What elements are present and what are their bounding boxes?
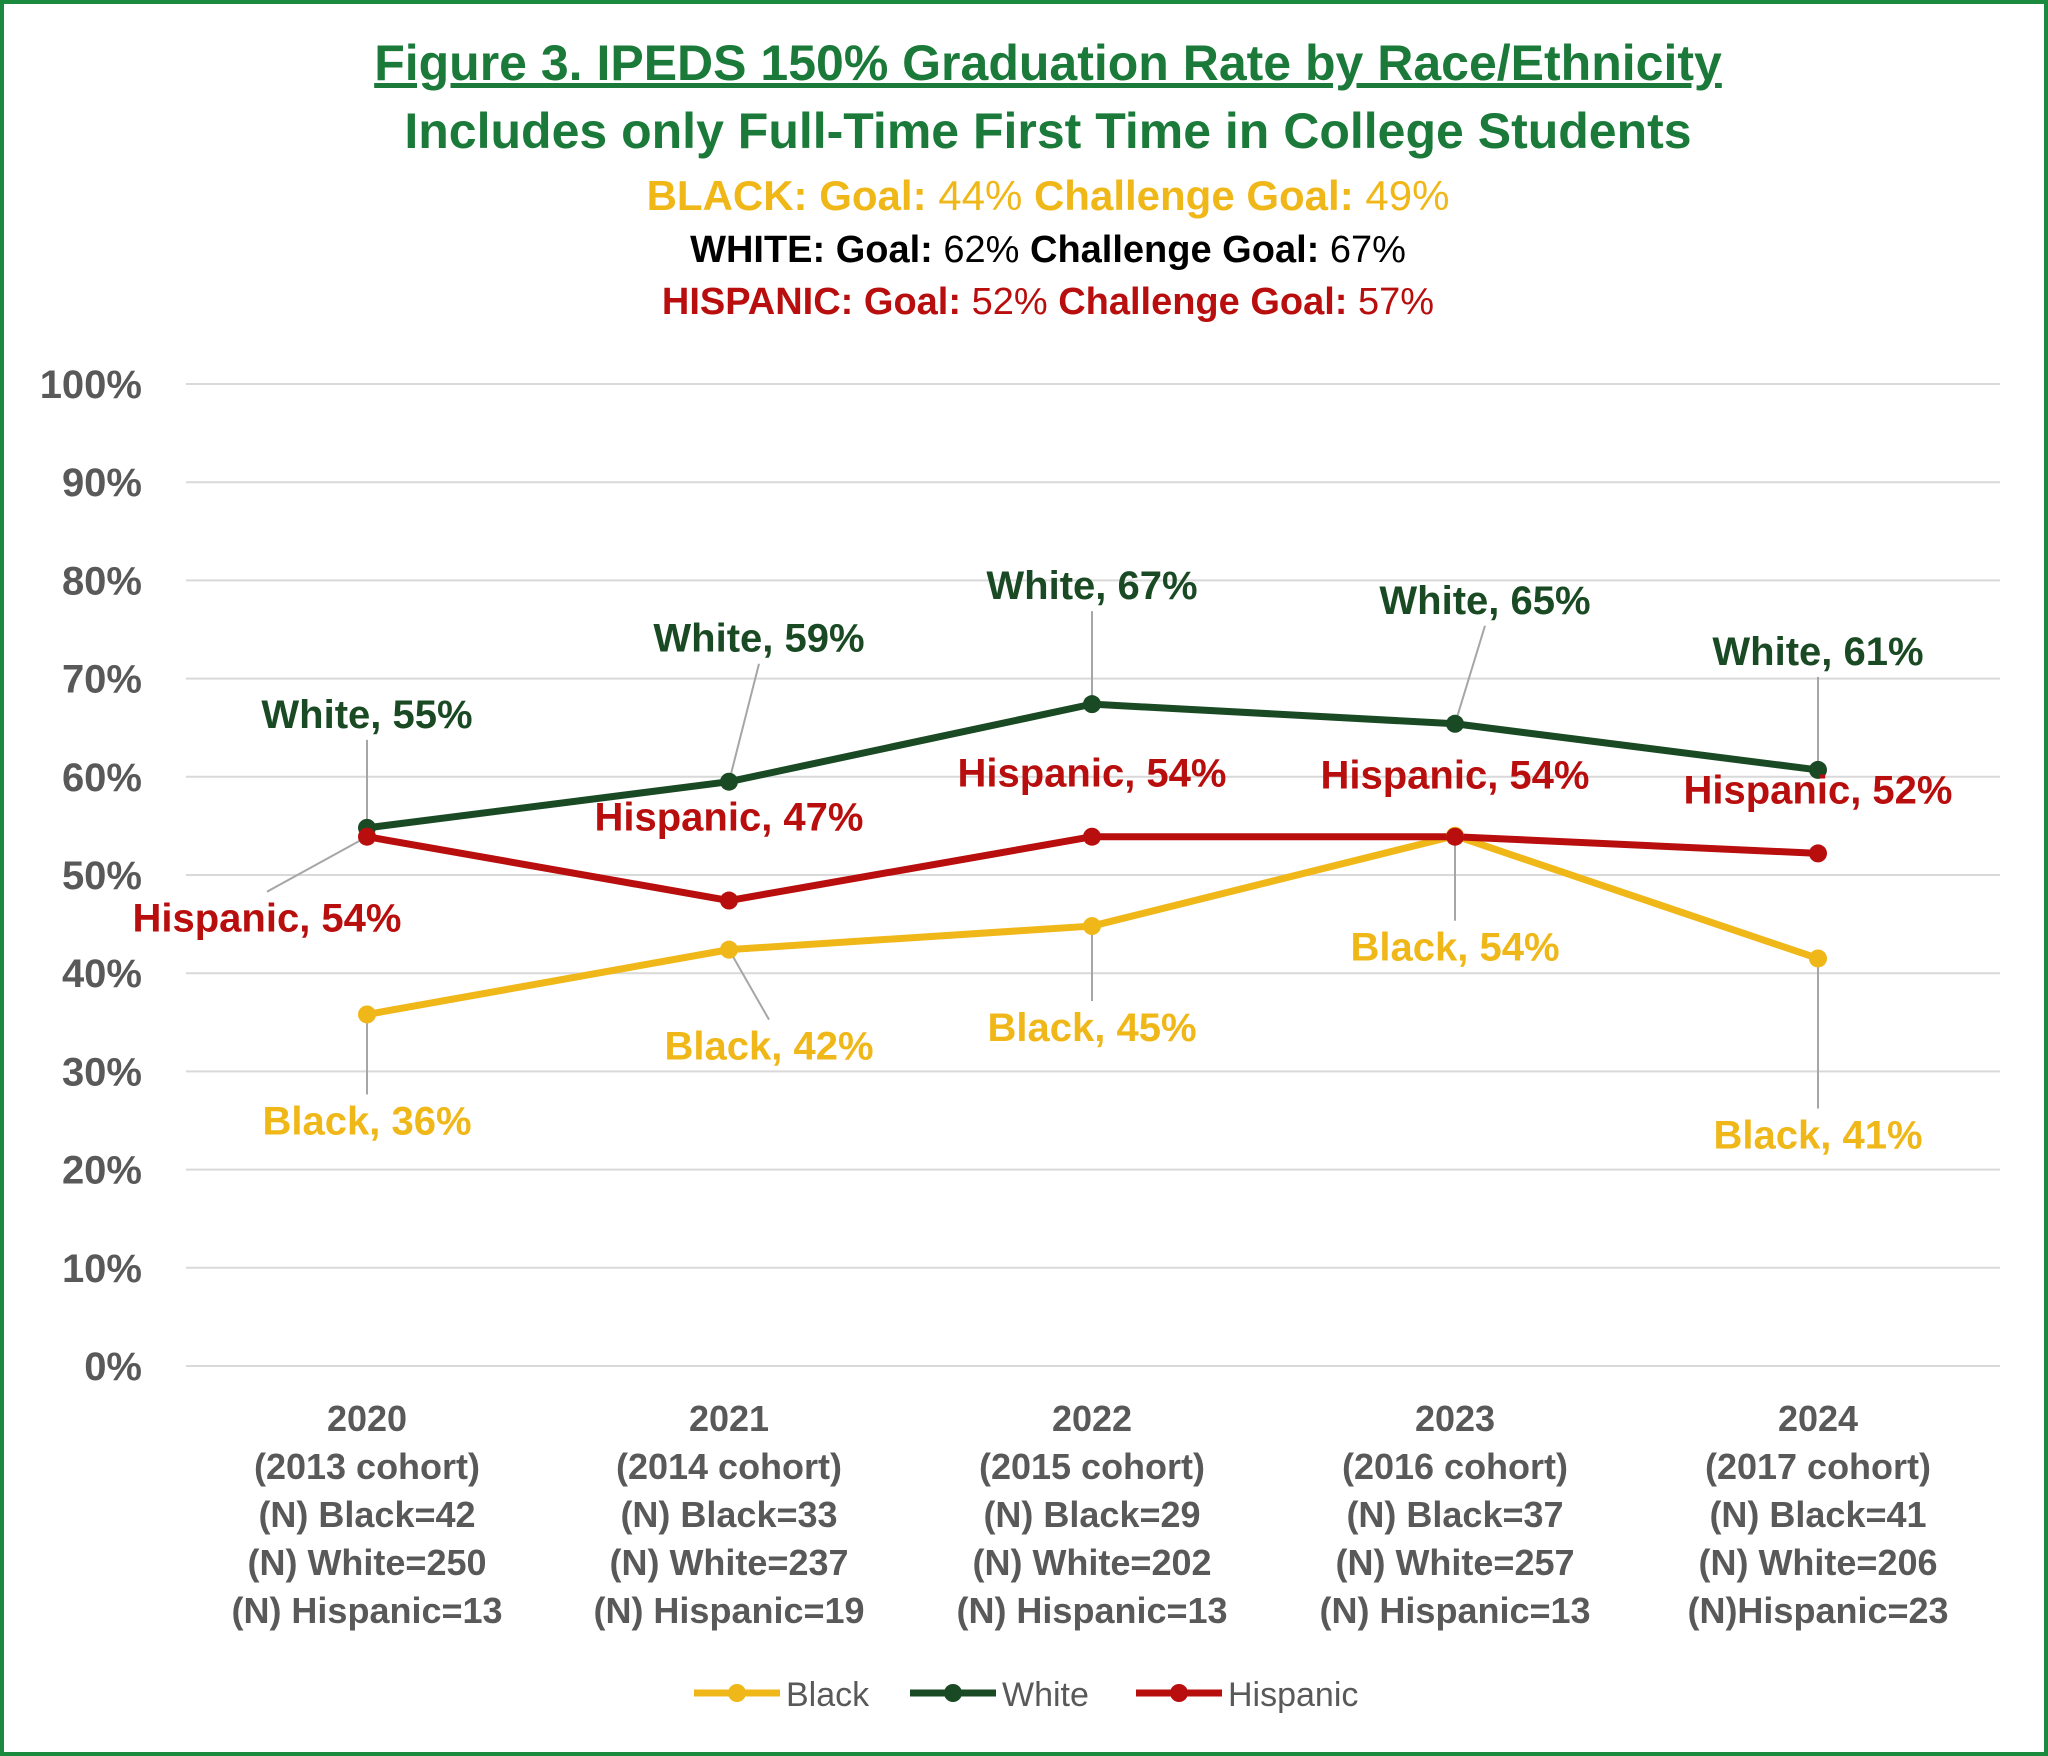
goal-line-hispanic: HISPANIC: Goal: 52% Challenge Goal: 57% [662, 281, 1434, 323]
legend-label-white: White [1002, 1676, 1089, 1714]
y-tick-label: 30% [62, 1050, 142, 1094]
data-point-white [720, 772, 738, 791]
data-label-black: Black, 41% [1713, 1113, 1922, 1157]
x-category-label: (N) White=206 [1698, 1542, 1937, 1583]
data-point-white [1809, 760, 1827, 779]
x-category-label: 2020 [327, 1398, 407, 1439]
x-category-label: (N) Black=29 [983, 1494, 1200, 1535]
x-category-label: (N) Black=33 [620, 1494, 837, 1535]
data-point-hispanic [720, 891, 738, 910]
x-category-label: 2023 [1415, 1398, 1495, 1439]
y-tick-label: 20% [62, 1149, 142, 1193]
leader-line [1454, 625, 1486, 725]
y-tick-label: 90% [62, 461, 142, 505]
x-category-label: (2013 cohort) [254, 1446, 480, 1487]
goal-line-white: WHITE: Goal: 62% Challenge Goal: 67% [690, 229, 1406, 271]
data-label-white: White, 61% [1712, 630, 1923, 674]
data-label-black: Black, 45% [987, 1006, 1196, 1050]
x-category-label: (2015 cohort) [979, 1446, 1205, 1487]
leader-line [728, 663, 760, 782]
y-tick-label: 70% [62, 658, 142, 702]
goal-line-black: BLACK: Goal: 44% Challenge Goal: 49% [647, 172, 1450, 219]
data-point-black [358, 1005, 376, 1024]
x-category-label: 2021 [689, 1398, 769, 1439]
data-label-black: Black, 42% [664, 1025, 873, 1069]
x-category-label: (N) White=250 [247, 1542, 486, 1583]
data-point-hispanic [1809, 844, 1827, 863]
data-point-hispanic [358, 827, 376, 846]
y-tick-label: 40% [62, 952, 142, 996]
x-category-label: (2017 cohort) [1705, 1446, 1931, 1487]
leader-line [266, 835, 368, 893]
legend-label-black: Black [786, 1676, 870, 1714]
data-label-white: White, 65% [1379, 579, 1590, 623]
data-point-hispanic [1446, 827, 1464, 846]
y-tick-label: 60% [62, 756, 142, 800]
x-category-label: (2014 cohort) [616, 1446, 842, 1487]
data-label-white: White, 59% [653, 617, 864, 661]
y-tick-label: 80% [62, 559, 142, 603]
y-tick-label: 50% [62, 854, 142, 898]
x-category-label: (N) Hispanic=13 [231, 1590, 502, 1631]
chart-subtitle: Includes only Full-Time First Time in Co… [404, 103, 1691, 159]
x-category-label: (N)Hispanic=23 [1687, 1590, 1948, 1631]
legend-label-hispanic: Hispanic [1228, 1676, 1358, 1714]
data-point-black [1809, 949, 1827, 968]
data-label-black: Black, 36% [262, 1099, 471, 1143]
x-category-label: (2016 cohort) [1342, 1446, 1568, 1487]
x-category-label: (N) White=237 [609, 1542, 848, 1583]
x-category-label: (N) White=257 [1335, 1542, 1574, 1583]
x-category-label: (N) Hispanic=13 [956, 1590, 1227, 1631]
x-category-label: (N) Hispanic=13 [1319, 1590, 1590, 1631]
data-label-hispanic: Hispanic, 54% [1320, 754, 1589, 798]
data-label-hispanic: Hispanic, 54% [132, 897, 401, 941]
data-label-white: White, 55% [261, 693, 472, 737]
x-category-label: (N) Black=41 [1709, 1494, 1926, 1535]
series-line-hispanic [366, 833, 1819, 905]
data-label-hispanic: Hispanic, 52% [1683, 768, 1952, 812]
chart-title: Figure 3. IPEDS 150% Graduation Rate by … [374, 35, 1722, 91]
x-category-label: (N) Hispanic=19 [593, 1590, 864, 1631]
x-category-label: 2022 [1052, 1398, 1132, 1439]
legend-marker-white [944, 1684, 962, 1702]
x-category-label: (N) Black=42 [258, 1494, 475, 1535]
x-category-label: (N) Black=37 [1346, 1494, 1563, 1535]
x-category-label: 2024 [1778, 1398, 1858, 1439]
leader-line [728, 949, 770, 1021]
y-tick-label: 100% [40, 363, 142, 407]
data-label-white: White, 67% [986, 564, 1197, 608]
data-label-hispanic: Hispanic, 47% [594, 796, 863, 840]
legend-marker-black [728, 1684, 746, 1702]
data-point-hispanic [1083, 827, 1101, 846]
data-point-white [1083, 695, 1101, 714]
legend-marker-hispanic [1170, 1684, 1188, 1702]
data-point-black [720, 940, 738, 959]
data-label-black: Black, 54% [1350, 926, 1559, 970]
data-label-hispanic: Hispanic, 54% [957, 752, 1226, 796]
y-tick-label: 0% [84, 1345, 142, 1389]
y-tick-label: 10% [62, 1247, 142, 1291]
data-point-black [1083, 917, 1101, 936]
data-point-white [1446, 714, 1464, 733]
x-category-label: (N) White=202 [972, 1542, 1211, 1583]
